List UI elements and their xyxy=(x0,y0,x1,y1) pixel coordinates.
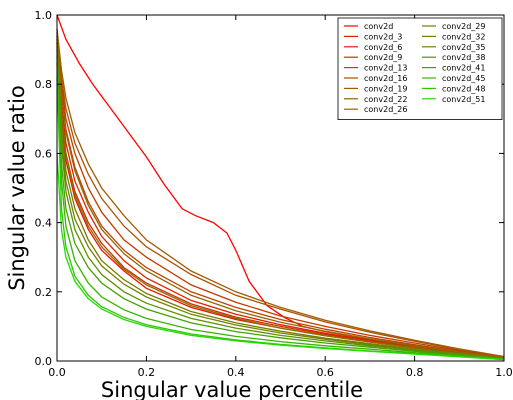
legend-box xyxy=(337,17,503,120)
legend-label: conv2d_41 xyxy=(442,64,485,73)
series-line-conv2d-45 xyxy=(56,63,505,360)
legend-label: conv2d_6 xyxy=(364,43,402,52)
series-line-conv2d-26 xyxy=(56,35,505,359)
y-tick-label: 0.8 xyxy=(35,78,53,91)
plot-frame xyxy=(56,14,505,362)
legend-label: conv2d_19 xyxy=(364,84,407,93)
legend-label: conv2d_32 xyxy=(442,32,485,41)
x-tick-label: 1.0 xyxy=(495,366,513,379)
legend-label: conv2d_38 xyxy=(442,53,485,62)
legend-label: conv2d_3 xyxy=(364,32,402,41)
legend-label: conv2d_22 xyxy=(364,95,407,104)
legend-label: conv2d_45 xyxy=(442,74,485,83)
y-tick-label: 0.4 xyxy=(35,217,53,230)
legend-label: conv2d xyxy=(364,22,393,31)
legend-label: conv2d_29 xyxy=(442,22,485,31)
series-line-conv2d-13 xyxy=(56,28,505,358)
y-tick-label: 1.0 xyxy=(35,9,53,22)
series-line-conv2d-16 xyxy=(56,32,505,359)
series-line-conv2d-41 xyxy=(56,56,505,360)
series-line-conv2d-19 xyxy=(56,32,505,358)
series-line-conv2d-29 xyxy=(56,39,505,359)
x-tick-label: 0.6 xyxy=(316,366,334,379)
series-line-conv2d-22 xyxy=(56,28,505,358)
legend-label: conv2d_26 xyxy=(364,105,407,114)
series-line-conv2d-51 xyxy=(56,153,505,361)
legend: conv2dconv2d_3conv2d_6conv2d_9conv2d_13c… xyxy=(337,17,503,120)
y-tick-label: 0.6 xyxy=(35,147,53,160)
x-tick-label: 0.4 xyxy=(227,366,245,379)
legend-label: conv2d_35 xyxy=(442,43,485,52)
series-line-conv2d-6 xyxy=(56,39,505,359)
x-tick-label: 0.2 xyxy=(138,366,156,379)
legend-label: conv2d_51 xyxy=(442,95,485,104)
legend-label: conv2d_16 xyxy=(364,74,407,83)
x-axis-label: Singular value percentile xyxy=(101,378,363,400)
legend-label: conv2d_48 xyxy=(442,84,485,93)
legend-label: conv2d_9 xyxy=(364,53,402,62)
y-tick-label: 0.0 xyxy=(35,355,53,368)
y-axis-label: Singular value ratio xyxy=(5,85,29,291)
series-line-conv2d-38 xyxy=(56,49,505,360)
series-layer xyxy=(56,14,505,361)
x-tick-label: 0.0 xyxy=(48,366,66,379)
y-axis-ticks: 0.0 0.2 0.4 0.6 0.8 1.0 xyxy=(35,9,504,368)
legend-label: conv2d_13 xyxy=(364,64,407,73)
y-tick-label: 0.2 xyxy=(35,286,53,299)
series-line-conv2d-32 xyxy=(56,42,505,360)
series-line-conv2d-35 xyxy=(56,46,505,360)
x-tick-label: 0.8 xyxy=(406,366,424,379)
